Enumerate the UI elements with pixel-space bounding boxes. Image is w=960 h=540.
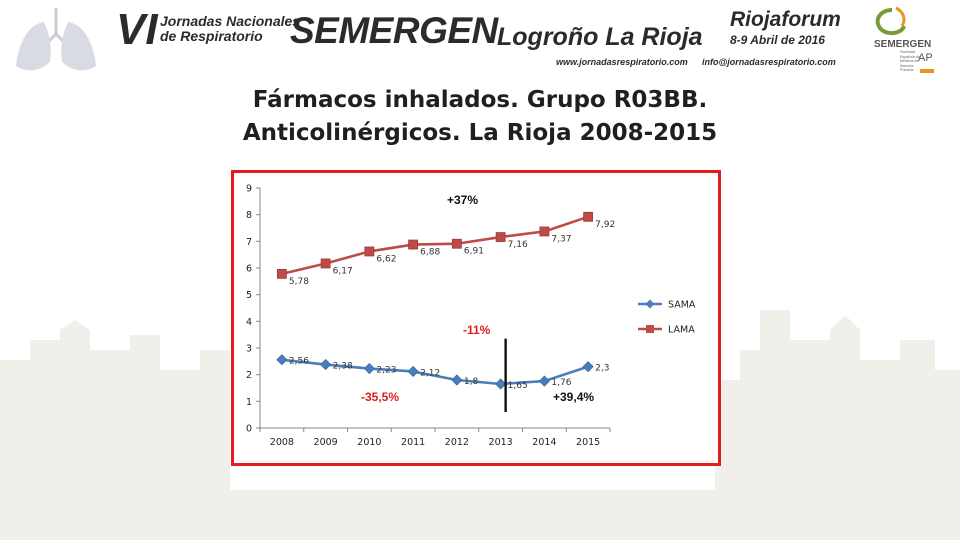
- line-chart: 0 1 2 3 4 5 6 7 8 9 2008 2009 2010 2011 2012 2013 2014 20…: [246, 184, 696, 449]
- event-name: Jornadas Nacionales de Respiratorio: [160, 13, 301, 44]
- edition-number: VI: [116, 5, 158, 54]
- logo-suffix: AP: [918, 52, 933, 64]
- data-point-lama: [583, 211, 594, 222]
- event-banner: VI Jornadas Nacionales de Respiratorio S…: [0, 0, 960, 80]
- data-label-sama: 1,8: [464, 377, 479, 387]
- y-tick-label: 7: [246, 237, 252, 248]
- annotation-label: +39,4%: [553, 390, 594, 404]
- data-point-lama: [495, 232, 506, 242]
- data-point-lama: [408, 239, 419, 250]
- data-label-lama: 6,62: [376, 254, 396, 264]
- x-tick-label: 2010: [357, 437, 381, 448]
- annotation-label: +37%: [447, 193, 478, 207]
- slide-title-line1: Fármacos inhalados. Grupo R03BB.: [252, 87, 708, 113]
- brand-name: SEMERGEN: [290, 10, 498, 51]
- y-tick-label: 5: [246, 290, 252, 301]
- series-line-sama: [281, 358, 589, 386]
- data-label-lama: 6,91: [464, 247, 484, 257]
- event-location: Logroño La Rioja: [497, 23, 703, 51]
- data-label-sama: 2,3: [595, 364, 609, 374]
- data-label-lama: 6,88: [420, 248, 440, 258]
- data-point-sama: [451, 374, 463, 386]
- data-label-sama: 1,76: [551, 378, 571, 388]
- data-label-lama: 6,17: [333, 266, 353, 276]
- legend-label-sama: SAMA: [668, 300, 696, 311]
- semergen-emblem-icon: [875, 6, 906, 35]
- data-point-sama: [538, 375, 550, 387]
- series-line-lama: [281, 215, 589, 276]
- legend-marker-sama: [645, 299, 655, 309]
- event-venue: Riojaforum: [730, 8, 841, 31]
- data-point-sama: [582, 361, 594, 373]
- semergen-ap-logo: SEMERGEN Sociedad Española de Médicos de…: [862, 6, 952, 80]
- y-tick-label: 1: [246, 397, 252, 408]
- x-tick-label: 2011: [401, 437, 425, 448]
- x-tick-label: 2013: [489, 437, 513, 448]
- annotation-label: -11%: [463, 323, 491, 337]
- y-tick-label: 3: [246, 344, 252, 355]
- logo-tag: [920, 69, 934, 73]
- data-label-lama: 7,16: [508, 240, 528, 250]
- x-tick-label: 2009: [314, 437, 338, 448]
- data-point-sama: [276, 354, 288, 366]
- x-tick-label: 2014: [532, 437, 556, 448]
- data-point-lama: [539, 226, 550, 237]
- background-skyline: [0, 310, 960, 540]
- data-label-sama: 2,38: [333, 362, 353, 372]
- x-tick-label: 2015: [576, 437, 600, 448]
- data-label-sama: 1,65: [508, 381, 528, 391]
- y-tick-label: 2: [246, 370, 252, 381]
- data-label-lama: 5,78: [289, 277, 309, 287]
- logo-name: SEMERGEN: [874, 39, 932, 50]
- data-point-lama: [364, 246, 375, 257]
- data-point-lama: [320, 258, 331, 269]
- y-tick-label: 6: [246, 264, 252, 275]
- data-label-sama: 2,56: [289, 357, 309, 367]
- data-label-sama: 2,23: [376, 366, 396, 376]
- slide-title-line2: Anticolinérgicos. La Rioja 2008-2015: [242, 120, 718, 146]
- data-point-sama: [363, 362, 375, 375]
- data-point-lama: [451, 238, 462, 249]
- slide-title: Fármacos inhalados. Grupo R03BB. Anticol…: [180, 84, 780, 150]
- data-point-lama: [276, 268, 287, 279]
- chart-frame: 0 1 2 3 4 5 6 7 8 9 2008 2009 2010 2011 2012 2013 2014 20…: [231, 170, 721, 466]
- x-tick-label: 2008: [270, 437, 294, 448]
- data-point-sama: [407, 365, 419, 378]
- y-tick-label: 8: [246, 210, 252, 221]
- logo-subtitle: Sociedad Española de Médicos de Atención…: [900, 50, 920, 72]
- data-label-lama: 7,37: [551, 234, 571, 244]
- x-tick-label: 2012: [445, 437, 469, 448]
- y-tick-label: 0: [246, 424, 252, 435]
- y-tick-label: 4: [246, 317, 252, 328]
- lungs-icon: [16, 8, 96, 71]
- data-label-sama: 2,12: [420, 368, 440, 378]
- event-website: www.jornadasrespiratorio.com: [556, 57, 688, 67]
- event-email: info@jornadasrespiratorio.com: [702, 57, 836, 67]
- annotation-label: -35,5%: [361, 390, 399, 404]
- data-label-lama: 7,92: [595, 220, 615, 230]
- data-point-sama: [495, 378, 507, 390]
- legend-marker-lama: [646, 325, 654, 333]
- legend-label-lama: LAMA: [668, 325, 695, 336]
- event-dates: 8-9 Abril de 2016: [730, 33, 825, 47]
- data-point-sama: [320, 358, 332, 371]
- y-tick-label: 9: [246, 184, 252, 195]
